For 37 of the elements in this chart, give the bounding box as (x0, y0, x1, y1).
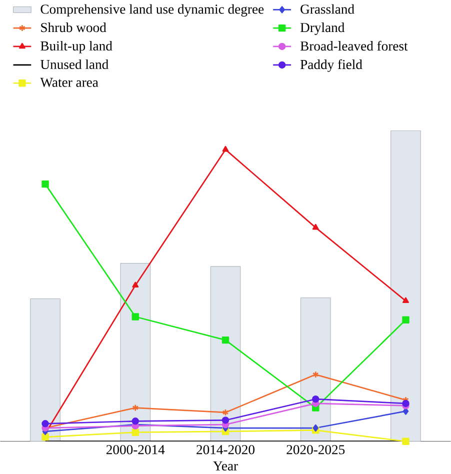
point (402, 438, 410, 445)
legend-label: Shrub wood (41, 22, 106, 32)
point (402, 316, 410, 324)
point (312, 395, 320, 403)
point (132, 428, 139, 436)
legend-label: Grassland (300, 4, 354, 14)
point (222, 416, 230, 424)
point (132, 313, 139, 320)
point (132, 404, 139, 412)
legend-label: Broad-leaved forest (300, 40, 408, 51)
legend-label: Water area (40, 78, 98, 88)
bar (30, 298, 60, 442)
point (312, 424, 318, 432)
bar (210, 266, 241, 442)
point (132, 282, 139, 288)
point (42, 420, 49, 428)
x-axis-title: Year (213, 461, 238, 470)
point (222, 336, 230, 344)
point (222, 146, 229, 152)
point (312, 370, 319, 378)
x-tick-label: 2000-2014 (106, 445, 165, 454)
point (222, 408, 229, 416)
point (42, 180, 49, 188)
legend-label: Dryland (300, 22, 345, 35)
legend-label: Unused land (40, 59, 108, 70)
point (42, 433, 49, 441)
x-tick-label: 2014-2020 (196, 445, 254, 454)
point (132, 418, 139, 425)
x-tick-label: 2020-2025 (286, 445, 345, 454)
point (312, 224, 319, 230)
bar (390, 130, 421, 442)
legend-label: Built-up land (40, 40, 112, 54)
point (402, 400, 410, 408)
bar (300, 298, 331, 442)
legend-label: Paddy field (300, 59, 362, 72)
legend-label: Comprehensive land use dynamic degree (40, 4, 264, 17)
point (402, 297, 409, 304)
